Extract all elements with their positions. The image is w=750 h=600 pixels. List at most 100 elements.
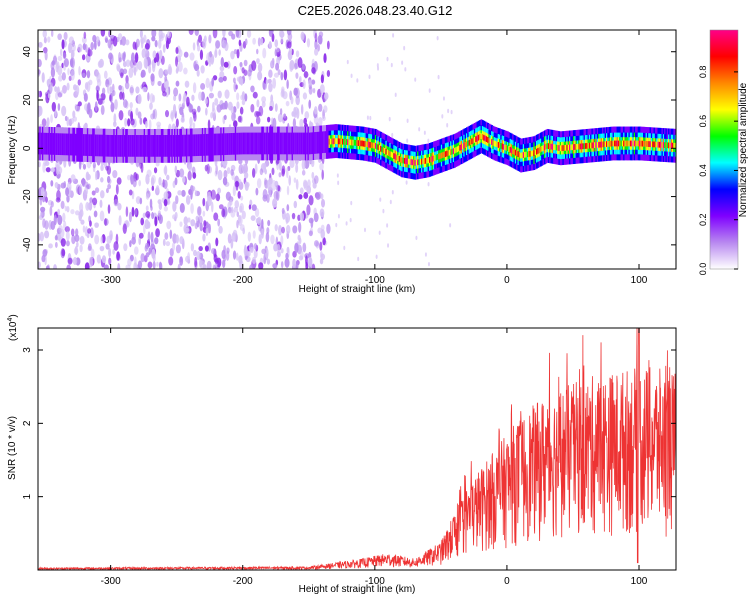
- ridge-cell: [162, 135, 165, 157]
- ridge-cell: [550, 143, 553, 150]
- ridge-cell: [56, 133, 59, 155]
- noise-speck: [91, 190, 96, 196]
- noise-speck: [61, 72, 66, 81]
- noise-speck: [196, 44, 201, 52]
- ridge-cell: [160, 135, 163, 157]
- noise-speck: [320, 74, 324, 84]
- noise-speck: [288, 47, 293, 56]
- ridge-cell: [423, 158, 426, 164]
- noise-speck: [50, 167, 55, 173]
- ridge-cell: [321, 131, 324, 154]
- noise-speck: [274, 49, 278, 57]
- noise-speck: [267, 116, 271, 123]
- ridge-cell: [639, 140, 641, 147]
- noise-speck: [74, 234, 80, 243]
- ridge-cell: [254, 132, 257, 155]
- ridge-cell: [237, 132, 240, 155]
- ridge-cell: [360, 140, 363, 147]
- noise-speck: [252, 230, 256, 239]
- ridge-cell: [215, 133, 217, 156]
- noise-speck: [289, 159, 295, 169]
- noise-speck: [252, 37, 256, 45]
- ridge-cell: [241, 132, 244, 155]
- noise-speck: [212, 75, 218, 81]
- ridge-cell: [673, 142, 676, 149]
- noise-speck: [87, 202, 93, 210]
- ridge-cell: [505, 144, 508, 151]
- noise-speck: [250, 85, 255, 93]
- noise-speck: [313, 175, 319, 184]
- ridge-cell: [598, 141, 600, 148]
- noise-speck: [179, 106, 184, 116]
- ridge-cell: [410, 159, 413, 165]
- ridge-cell: [553, 144, 556, 150]
- noise-speck: [293, 177, 297, 183]
- noise-speck: [200, 83, 206, 90]
- ridge-cell: [51, 133, 54, 155]
- noise-speck: [274, 224, 278, 232]
- noise-speck: [183, 216, 188, 226]
- noise-speck: [163, 78, 169, 89]
- noise-speck: [206, 260, 212, 269]
- noise-speck: [147, 92, 150, 102]
- ridge-cell: [355, 139, 357, 146]
- noise-speck: [144, 42, 150, 50]
- noise-speck: [70, 69, 75, 81]
- ridge-cell: [134, 135, 137, 157]
- noise-speck: [70, 209, 75, 215]
- noise-speck: [163, 191, 169, 200]
- noise-speck: [149, 102, 153, 110]
- ridge-cell: [380, 145, 383, 152]
- noise-speck: [349, 217, 352, 223]
- ridge-cell: [596, 142, 599, 148]
- noise-speck: [298, 194, 303, 200]
- noise-speck: [55, 164, 60, 176]
- noise-speck: [145, 173, 150, 185]
- noise-speck: [103, 70, 108, 79]
- ridge-cell: [543, 144, 546, 151]
- svg-text:(x104): (x104): [7, 314, 19, 341]
- noise-speck: [286, 41, 292, 49]
- noise-speck: [71, 43, 76, 52]
- ridge-cell: [358, 140, 361, 147]
- noise-speck: [64, 226, 70, 233]
- noise-speck: [93, 210, 98, 218]
- noise-speck: [302, 92, 308, 100]
- noise-speck: [151, 185, 155, 191]
- ridge-cell: [352, 139, 355, 146]
- noise-speck: [291, 111, 295, 117]
- noise-speck: [163, 166, 167, 175]
- noise-speck: [277, 185, 281, 192]
- ridge-cell: [636, 140, 639, 147]
- noise-speck: [214, 49, 218, 59]
- ridge-cell: [426, 157, 429, 164]
- noise-speck: [337, 180, 340, 186]
- ridge-cell: [382, 147, 385, 154]
- ridge-cell: [576, 143, 579, 150]
- noise-speck: [427, 261, 430, 267]
- noise-speck: [187, 170, 192, 181]
- ridge-cell: [159, 135, 162, 157]
- noise-speck: [247, 231, 252, 242]
- ridge-cell: [248, 132, 250, 155]
- noise-speck: [157, 199, 162, 205]
- noise-speck: [61, 39, 65, 50]
- ridge-cell: [587, 142, 590, 149]
- noise-speck: [256, 178, 262, 189]
- noise-speck: [96, 90, 99, 101]
- ridge-cell: [217, 133, 220, 156]
- noise-speck: [179, 221, 183, 227]
- noise-speck: [281, 226, 285, 234]
- spectrogram-y-tick-label: -20: [22, 189, 33, 204]
- noise-speck: [293, 200, 298, 209]
- ridge-cell: [55, 133, 58, 155]
- noise-speck: [286, 167, 289, 179]
- noise-speck: [311, 171, 315, 180]
- ridge-cell: [246, 132, 249, 155]
- noise-speck: [85, 55, 91, 62]
- noise-speck: [68, 186, 71, 198]
- snr-panel: -300 -200 -100 0 100 1 2 3 Height of straight l…: [7, 314, 677, 595]
- noise-speck: [75, 228, 79, 237]
- noise-speck: [122, 91, 125, 101]
- ridge-cell: [538, 147, 541, 154]
